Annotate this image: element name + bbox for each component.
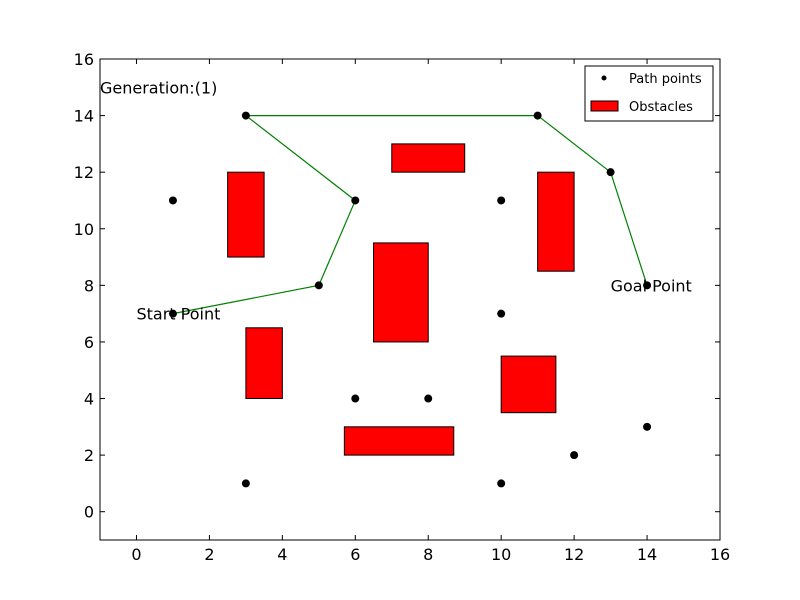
obstacle-rect (537, 171, 575, 272)
axis-ticks: 0 2 4 6 8 10 12 14 16 0 2 4 6 8 10 12 14 16 (74, 50, 731, 564)
path-point (643, 422, 652, 431)
y-tick-label: 8 (84, 276, 94, 295)
path-point (497, 479, 506, 488)
x-tick-label: 4 (277, 545, 287, 564)
y-tick-label: 16 (74, 50, 94, 69)
legend-path-point-marker (601, 75, 607, 81)
path-point (241, 111, 250, 120)
obstacles-layer (227, 143, 575, 456)
x-tick-label: 6 (350, 545, 360, 564)
x-tick-label: 8 (423, 545, 433, 564)
legend-box (584, 65, 714, 122)
legend-path-points-label: Path points (629, 72, 702, 87)
generation-label: Generation:(1) (100, 78, 217, 97)
path-point (533, 111, 542, 120)
path-points-layer (168, 111, 652, 488)
x-tick-label: 2 (204, 545, 214, 564)
axes-frame (99, 58, 721, 541)
obstacle-rect (391, 143, 466, 173)
obstacle-rect (343, 426, 455, 456)
path-point (497, 309, 506, 318)
legend: Path points Obstacles (584, 65, 714, 122)
x-tick-label: 10 (491, 545, 511, 564)
y-tick-label: 12 (74, 163, 94, 182)
path-point (351, 196, 360, 205)
path-point (497, 196, 506, 205)
annotations-layer: Generation:(1) Start Point Goal Point (100, 78, 692, 323)
x-tick-label: 16 (710, 545, 730, 564)
path-point (351, 394, 360, 403)
y-tick-label: 4 (84, 390, 94, 409)
x-tick-label: 0 (131, 545, 141, 564)
path-point (570, 451, 579, 460)
obstacle-rect (227, 171, 265, 258)
path-point (168, 196, 177, 205)
path-point (241, 479, 250, 488)
y-tick-label: 0 (84, 503, 94, 522)
obstacle-rect (500, 355, 557, 414)
y-tick-label: 10 (74, 220, 94, 239)
obstacle-rect (245, 327, 283, 400)
start-point-label: Start Point (136, 305, 220, 324)
path-point (168, 309, 177, 318)
goal-point-label: Goal Point (611, 276, 692, 295)
path-point (643, 281, 652, 290)
x-tick-label: 14 (637, 545, 657, 564)
y-tick-label: 2 (84, 446, 94, 465)
y-tick-label: 6 (84, 333, 94, 352)
obstacle-rect (373, 242, 429, 343)
path-point (606, 168, 615, 177)
y-tick-label: 14 (74, 107, 94, 126)
path-point (424, 394, 433, 403)
x-tick-label: 12 (564, 545, 584, 564)
legend-obstacle-swatch (590, 100, 619, 112)
legend-obstacles-label: Obstacles (629, 100, 693, 115)
path-point (314, 281, 323, 290)
